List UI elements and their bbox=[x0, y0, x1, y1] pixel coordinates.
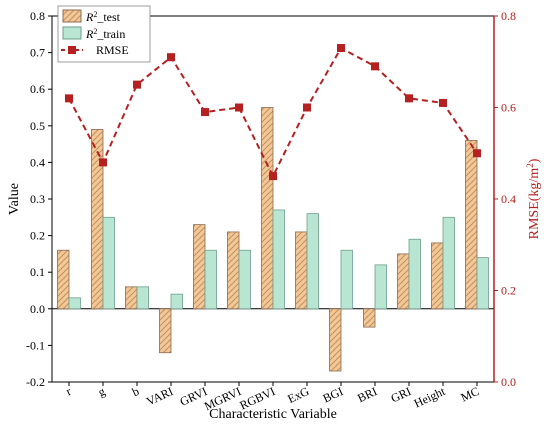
x-axis-title: Characteristic Variable bbox=[209, 407, 337, 422]
right-y-tick-label: 0.0 bbox=[501, 375, 516, 389]
x-tick-label-height: Height bbox=[412, 384, 448, 411]
bar-r2-train-rgbvi bbox=[272, 209, 285, 310]
x-tick-label-bgi: BGI bbox=[321, 384, 346, 405]
bar-r2-train-g bbox=[102, 216, 115, 310]
left-y-tick-label: 0.5 bbox=[30, 119, 45, 133]
bar-r2-test-b bbox=[125, 286, 138, 310]
right-y-axis-title-end: ) bbox=[527, 158, 542, 163]
bar-r2-train-exg bbox=[306, 213, 319, 310]
left-y-tick-label: 0.1 bbox=[30, 265, 45, 279]
left-y-axis-title: Value bbox=[7, 183, 22, 215]
bar-r2-test-rgbvi bbox=[261, 107, 274, 310]
legend-label-r2-train-sup: 2 bbox=[93, 27, 97, 36]
bar-group bbox=[57, 107, 489, 372]
bar-r2-train-vari bbox=[170, 293, 183, 310]
rmse-marker-grvi bbox=[201, 108, 209, 117]
legend-label-r2-train-suffix: _train bbox=[96, 27, 125, 41]
left-y-axis: -0.2 -0.1 0.0 0.1 0.2 0.3 0.4 0.5 0.6 0.7 0.8 bbox=[26, 9, 52, 389]
rmse-marker-mc bbox=[473, 149, 481, 158]
left-y-tick-label: 0.0 bbox=[30, 302, 45, 316]
legend-item-rmse: RMSE bbox=[61, 43, 129, 57]
rmse-marker-vari bbox=[167, 53, 175, 62]
rmse-marker-b bbox=[133, 80, 141, 89]
bar-r2-train-gri bbox=[408, 238, 421, 310]
legend-label-r2-train-main: R bbox=[85, 27, 94, 41]
bar-r2-test-g bbox=[91, 129, 104, 310]
bar-r2-test-vari bbox=[159, 308, 172, 354]
right-y-axis-title-main: RMSE(kg/m bbox=[527, 168, 542, 240]
bar-r2-test-height bbox=[431, 242, 444, 310]
rmse-marker-gri bbox=[405, 94, 413, 103]
x-tick-label-r: r bbox=[64, 384, 74, 398]
bar-r2-test-bri bbox=[363, 308, 376, 328]
legend-label-r2-train: R2_train bbox=[85, 27, 125, 42]
rmse-marker-g bbox=[99, 158, 107, 167]
bar-r2-test-mc bbox=[465, 140, 478, 310]
rmse-marker-mgrvi bbox=[235, 103, 243, 112]
bar-r2-test-bgi bbox=[329, 308, 342, 372]
legend-item-r2-test: R2_test bbox=[62, 9, 121, 25]
right-y-axis-title-sup: 2 bbox=[525, 163, 535, 168]
legend-item-r2-train: R2_train bbox=[62, 26, 125, 42]
left-y-tick-label: -0.1 bbox=[26, 338, 45, 352]
left-y-tick-label: 0.4 bbox=[30, 155, 45, 169]
x-tick-label-b: b bbox=[130, 384, 141, 399]
x-tick-label-mc: MC bbox=[458, 384, 481, 405]
rmse-line-group bbox=[65, 44, 481, 181]
legend-label-r2-test-sup: 2 bbox=[93, 10, 97, 19]
right-y-tick-label: 0.8 bbox=[501, 9, 516, 23]
bar-r2-test-exg bbox=[295, 231, 308, 310]
bar-r2-test-gri bbox=[397, 253, 410, 310]
rmse-marker-height bbox=[439, 98, 447, 107]
bar-r2-test-mgrvi bbox=[227, 231, 240, 310]
legend: R2_test R2_train RMSE bbox=[57, 5, 151, 63]
bar-r2-train-b bbox=[136, 286, 149, 310]
right-y-tick-label: 0.4 bbox=[501, 192, 516, 206]
x-tick-label-g: g bbox=[96, 384, 107, 399]
right-y-tick-label: 0.6 bbox=[501, 101, 516, 115]
plot-area bbox=[51, 15, 495, 383]
rmse-marker-rgbvi bbox=[269, 172, 277, 181]
legend-swatch-rmse-marker bbox=[68, 46, 76, 54]
rmse-marker-r bbox=[65, 94, 73, 103]
bar-r2-train-bgi bbox=[340, 249, 353, 310]
x-tick-label-exg: ExG bbox=[285, 384, 311, 406]
legend-label-r2-test-main: R bbox=[85, 10, 94, 24]
x-tick-label-bri: BRI bbox=[355, 384, 379, 405]
left-y-tick-label: 0.6 bbox=[30, 82, 45, 96]
legend-label-r2-test-suffix: _test bbox=[96, 10, 120, 24]
bar-r2-train-mgrvi bbox=[238, 249, 251, 310]
left-y-tick-label: 0.3 bbox=[30, 192, 45, 206]
bar-r2-train-mc bbox=[476, 257, 489, 310]
x-tick-label-gri: GRI bbox=[389, 384, 414, 405]
rmse-marker-exg bbox=[303, 103, 311, 112]
legend-label-r2-test: R2_test bbox=[85, 10, 121, 25]
bar-r2-train-r bbox=[68, 297, 81, 310]
bar-r2-train-bri bbox=[374, 264, 387, 310]
legend-swatch-r2-train bbox=[62, 26, 82, 40]
x-tick-label-vari: VARI bbox=[144, 384, 175, 408]
left-y-tick-label: 0.2 bbox=[30, 229, 45, 243]
right-y-axis: 0.0 0.2 0.4 0.6 0.8 bbox=[493, 9, 516, 389]
bar-r2-test-r bbox=[57, 249, 70, 310]
left-y-tick-label: 0.8 bbox=[30, 9, 45, 23]
bar-r2-test-grvi bbox=[193, 224, 206, 310]
rmse-marker-bgi bbox=[337, 44, 345, 53]
rmse-marker-bri bbox=[371, 62, 379, 71]
bar-r2-train-height bbox=[442, 216, 455, 310]
legend-label-rmse: RMSE bbox=[96, 43, 129, 57]
left-y-tick-label: -0.2 bbox=[26, 375, 45, 389]
legend-swatch-r2-test bbox=[62, 9, 82, 23]
right-y-axis-title: RMSE(kg/m2) bbox=[525, 158, 542, 239]
right-y-tick-label: 0.2 bbox=[501, 284, 516, 298]
left-y-tick-label: 0.7 bbox=[30, 46, 45, 60]
bar-r2-train-grvi bbox=[204, 249, 217, 310]
